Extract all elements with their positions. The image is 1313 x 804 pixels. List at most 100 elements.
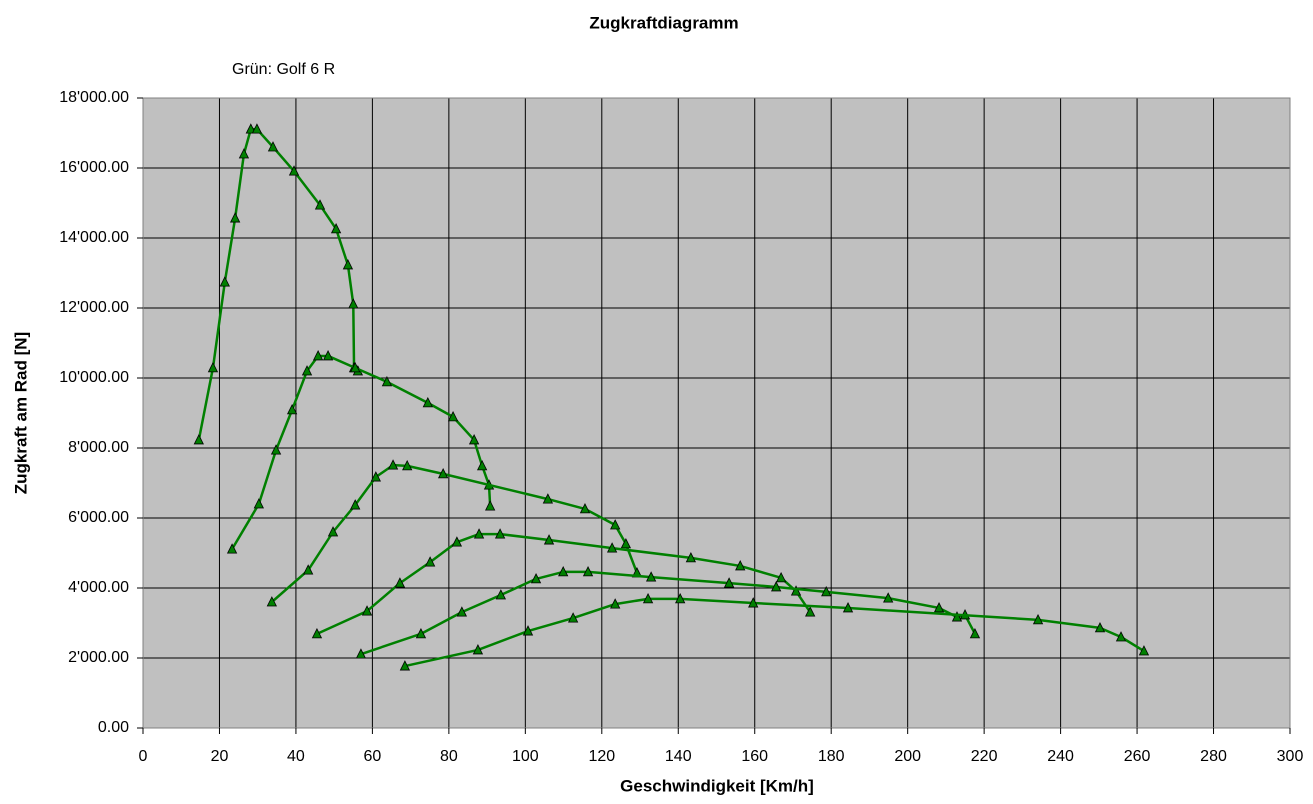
data-point [842,602,854,613]
data-point [251,123,263,134]
data-point [1094,622,1106,633]
data-point [558,566,569,577]
y-tick-label: 14'000.00 [59,229,129,246]
series-line [316,532,812,635]
y-tick-label: 12'000.00 [59,299,129,316]
y-tick-label: 10'000.00 [59,369,129,386]
data-point [790,585,802,596]
x-tick-label: 100 [512,748,539,765]
data-point [422,396,433,408]
y-tick-label: 18'000.00 [59,89,129,106]
data-point [610,519,621,530]
x-tick-label: 60 [364,748,382,765]
x-tick-label: 0 [139,748,148,765]
data-point [468,434,480,445]
x-axis-label: Geschwindigkeit [Km/h] [620,776,814,795]
x-tick-label: 220 [971,748,998,765]
data-point [286,403,298,415]
data-point [645,571,657,582]
data-point [447,410,459,422]
data-point [301,365,313,376]
data-point [495,589,507,600]
data-point [748,597,759,608]
data-point [735,560,746,571]
data-point [579,503,591,514]
x-tick-label: 40 [287,748,305,765]
y-tick-label: 2'000.00 [68,649,129,666]
data-point [582,566,594,577]
data-point [530,573,542,584]
data-point [229,212,241,223]
data-point [542,493,554,504]
data-point [543,534,555,545]
data-point [770,581,782,592]
data-point [361,605,373,616]
data-point [312,350,324,361]
data-point [610,598,621,609]
y-tick-label: 16'000.00 [59,159,129,176]
x-tick-label: 240 [1047,748,1074,765]
data-point [485,500,496,511]
data-point [805,606,816,617]
data-point [775,571,787,583]
data-point [1138,645,1150,656]
data-point [424,556,436,567]
data-point [821,585,832,597]
x-tick-label: 160 [741,748,768,765]
data-point [606,542,618,553]
x-tick-label: 20 [211,748,229,765]
data-point [522,625,534,636]
data-point [267,141,279,152]
data-point [620,538,632,549]
data-point [883,592,894,603]
data-point [381,375,393,387]
y-tick-label: 0.00 [98,719,129,736]
data-point [355,648,367,659]
data-point [476,459,488,471]
data-point [387,459,399,470]
x-tick-label: 280 [1200,748,1227,765]
x-tick-label: 80 [440,748,458,765]
data-point [723,577,735,588]
data-point [675,592,686,604]
data-point [245,123,256,134]
x-tick-label: 120 [588,748,615,765]
data-point [207,361,219,373]
data-point [303,564,314,575]
data-point [350,361,361,373]
data-point [266,596,277,607]
data-point [1032,613,1044,625]
data-point [1115,631,1127,642]
x-tick-label: 260 [1124,748,1151,765]
data-point [494,528,506,539]
data-point [270,444,282,455]
data-point [567,612,579,623]
data-point [685,552,697,563]
data-point [330,223,342,234]
data-point [456,606,468,617]
data-point [642,592,654,604]
plot-area [143,98,1290,728]
x-tick-label: 140 [665,748,692,765]
data-point [350,499,361,510]
data-point [348,298,359,309]
data-point [288,165,300,176]
data-point [253,498,264,509]
data-point [402,459,413,471]
data-point [951,611,963,622]
data-point [322,350,334,361]
data-point [473,528,485,539]
data-point [219,276,230,287]
data-point [311,627,323,639]
chart-title: Zugkraftdiagramm [589,13,738,32]
data-point [327,526,339,537]
data-point [226,543,238,554]
data-point [969,627,981,639]
x-tick-label: 300 [1277,748,1304,765]
data-point [472,644,484,655]
annotation: Grün: Golf 6 R [232,61,335,78]
data-point [394,577,406,588]
data-point [193,434,204,445]
